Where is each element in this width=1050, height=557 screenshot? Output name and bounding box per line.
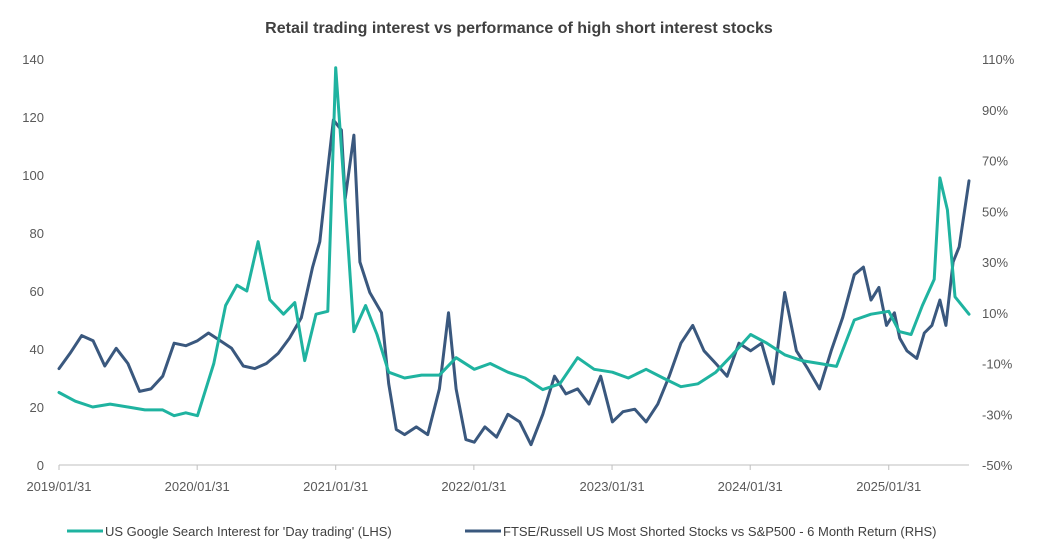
y-right-tick-label: 50% — [982, 204, 1008, 219]
y-left-tick-label: 100 — [22, 168, 44, 183]
y-right-tick-label: 110% — [982, 52, 1015, 67]
x-tick-label: 2020/01/31 — [165, 479, 230, 494]
y-right-tick-label: 10% — [982, 306, 1008, 321]
x-tick-label: 2021/01/31 — [303, 479, 368, 494]
y-left-tick-label: 40 — [30, 342, 44, 357]
chart-title: Retail trading interest vs performance o… — [265, 20, 773, 37]
series-layer — [57, 66, 971, 447]
y-right-tick-label: 90% — [982, 103, 1008, 118]
y-left-tick-label: 0 — [37, 458, 44, 473]
series-line-most-shorted — [57, 118, 971, 447]
y-right-tick-label: -30% — [982, 407, 1013, 422]
y-left-tick-label: 120 — [22, 110, 44, 125]
y-right-tick-label: -10% — [982, 357, 1013, 372]
legend-item-most-shorted-label: FTSE/Russell US Most Shorted Stocks vs S… — [503, 524, 936, 539]
y-right-tick-label: 30% — [982, 255, 1008, 270]
y-right-tick-label: 70% — [982, 154, 1008, 169]
x-tick-label: 2025/01/31 — [856, 479, 921, 494]
y-left-tick-label: 60 — [30, 284, 44, 299]
y-left-tick-label: 20 — [30, 400, 44, 415]
legend: US Google Search Interest for 'Day tradi… — [67, 524, 936, 539]
axes: 2019/01/31 2020/01/31 2021/01/31 2022/01/31… — [22, 52, 1014, 494]
x-tick-label: 2023/01/31 — [580, 479, 645, 494]
series-line-google-search — [57, 66, 971, 418]
y-left-tick-label: 140 — [22, 52, 44, 67]
x-tick-label: 2024/01/31 — [718, 479, 783, 494]
y-left-tick-label: 80 — [30, 226, 44, 241]
x-tick-label: 2022/01/31 — [441, 479, 506, 494]
y-right-tick-label: -50% — [982, 458, 1013, 473]
legend-item-google-search-label: US Google Search Interest for 'Day tradi… — [105, 524, 392, 539]
x-tick-label: 2019/01/31 — [26, 479, 91, 494]
